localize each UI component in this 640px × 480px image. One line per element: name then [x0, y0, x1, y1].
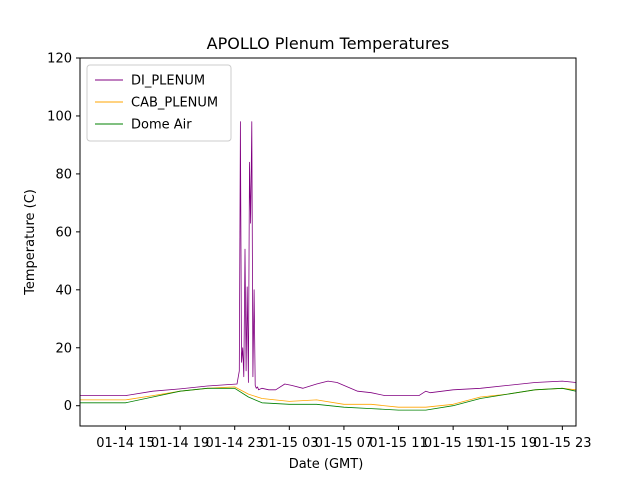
series-line-di-plenum [80, 121, 577, 397]
series-layer [80, 121, 577, 411]
legend-label: CAB_PLENUM [131, 96, 218, 111]
x-tick-label: 01-14 15 [96, 436, 154, 451]
series-line-dome-air [80, 387, 577, 411]
x-tick-label: 01-14 19 [151, 436, 209, 451]
x-tick-label: 01-15 23 [533, 436, 591, 451]
legend-label: Dome Air [131, 118, 192, 133]
x-tick-label: 01-15 03 [260, 436, 318, 451]
legend-box [86, 64, 232, 142]
x-axis-label: Date (GMT) [289, 457, 364, 472]
plot-frame [79, 57, 577, 427]
y-tick-label: 100 [47, 109, 72, 124]
y-tick-label: 0 [64, 399, 72, 414]
y-tick-label: 60 [55, 225, 72, 240]
y-tick-label: 80 [55, 167, 72, 182]
y-tick-label: 20 [55, 341, 72, 356]
y-axis: 0 20 40 60 80 100 120 [47, 52, 80, 414]
y-tick-label: 40 [55, 283, 72, 298]
legend: DI_PLENUM CAB_PLENUM Dome Air [86, 64, 232, 142]
y-axis-label: Temperature (C) [23, 189, 38, 296]
legend-label: DI_PLENUM [131, 74, 205, 89]
x-tick-label: 01-15 15 [424, 436, 482, 451]
x-tick-label: 01-15 11 [369, 436, 427, 451]
x-tick-label: 01-14 23 [205, 436, 263, 451]
chart-title: APOLLO Plenum Temperatures [207, 34, 450, 53]
y-tick-label: 120 [47, 52, 72, 67]
x-tick-label: 01-15 07 [315, 436, 373, 451]
x-tick-label: 01-15 19 [479, 436, 537, 451]
